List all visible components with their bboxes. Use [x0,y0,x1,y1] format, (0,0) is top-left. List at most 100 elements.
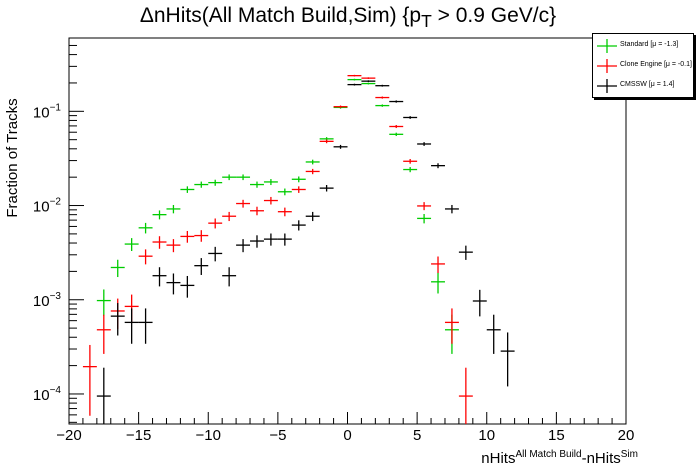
data-point [96,289,111,316]
data-point [124,308,139,344]
data-point [166,273,181,295]
data-point [305,159,320,165]
legend-entry: Standard [μ = -1.3] [593,36,693,56]
data-point [152,236,167,249]
data-point [291,176,306,183]
y-tick-label: 10−1 [33,102,62,121]
series-clone-engine [82,74,473,424]
data-point [417,142,432,146]
data-point [96,314,111,354]
x-tick-label: 20 [618,427,635,444]
data-point [166,204,181,214]
data-point [236,174,251,181]
data-point [110,303,125,336]
data-point [194,181,209,188]
data-point [208,179,223,186]
data-point [236,199,251,208]
data-point [96,367,111,424]
title-text: ΔnHits(All Match Build,Sim) {p [139,4,422,27]
data-point [152,210,167,220]
data-point [291,186,306,193]
legend-marker-icon [597,39,617,53]
data-point [403,167,418,173]
y-tick-label: 10−4 [33,385,62,404]
data-point [458,367,473,424]
x-tick-label: 15 [548,427,565,444]
data-point [110,259,125,278]
x-axis-label: nHitsAll Match Build-nHitsSim [481,449,638,467]
series-standard [96,78,459,354]
x-tick-label: −15 [126,427,151,444]
data-point [152,267,167,287]
data-point [389,132,404,137]
data-point [347,83,362,86]
x-tick-label: −20 [56,427,81,444]
data-point [361,82,376,85]
legend-label: CMSSW [μ = 1.4] [620,81,675,88]
data-point [375,104,390,107]
data-point [305,168,320,175]
data-point [194,258,209,275]
y-tick-label: 10−2 [33,197,62,216]
data-point [236,239,251,253]
data-point [305,211,320,222]
data-point [375,96,390,99]
data-point [389,125,404,129]
data-point [263,179,278,186]
data-point [222,211,237,222]
data-point [222,267,237,287]
data-point [277,233,292,246]
data-point [250,181,264,188]
legend-entry: Clone Engine [μ = -0.1] [593,56,693,76]
data-point [291,220,306,231]
legend-entry: CMSSW [μ = 1.4] [593,76,693,96]
plot-frame [68,37,627,425]
legend: Standard [μ = -1.3] Clone Engine [μ = -0.… [592,33,694,98]
data-point [486,314,501,354]
data-point [319,139,334,144]
data-point [403,159,418,164]
data-point [417,213,432,224]
data-point [194,230,209,242]
data-point [138,249,153,265]
data-point [431,272,445,294]
x-tick-label: 5 [413,427,421,444]
data-point [180,186,195,193]
data-point [333,144,348,149]
title-end: > 0.9 GeV/c} [431,4,557,27]
data-point [124,238,139,252]
data-point [375,84,390,87]
title-subscript: T [421,11,432,32]
data-point [82,344,97,416]
data-point [361,77,376,79]
data-point [180,230,195,243]
legend-marker-icon [597,79,617,93]
data-point [361,80,376,83]
xlabel-sup: Sim [620,449,638,460]
y-tick-label: 10−3 [33,291,62,310]
data-point [347,78,362,81]
data-point [417,202,432,211]
data-point [277,188,292,196]
x-tick-label: 10 [478,427,495,444]
data-point [431,163,445,169]
data-point [250,235,264,248]
data-point [431,256,445,274]
data-point [444,308,459,344]
data-point [180,275,195,298]
x-tick-label: −10 [196,427,221,444]
data-point [333,105,348,108]
series-cmssw [96,80,515,424]
data-point [222,174,237,181]
data-point [166,239,181,253]
data-point [403,116,418,119]
data-point [319,185,334,192]
xlabel-part: -nHits [581,450,621,467]
x-tick-label: −5 [269,427,286,444]
data-point [277,207,292,217]
data-point [250,206,264,216]
chart-title: ΔnHits(All Match Build,Sim) {pT > 0.9 Ge… [0,4,696,32]
legend-label: Standard [μ = -1.3] [620,41,679,48]
data-point [138,222,153,234]
